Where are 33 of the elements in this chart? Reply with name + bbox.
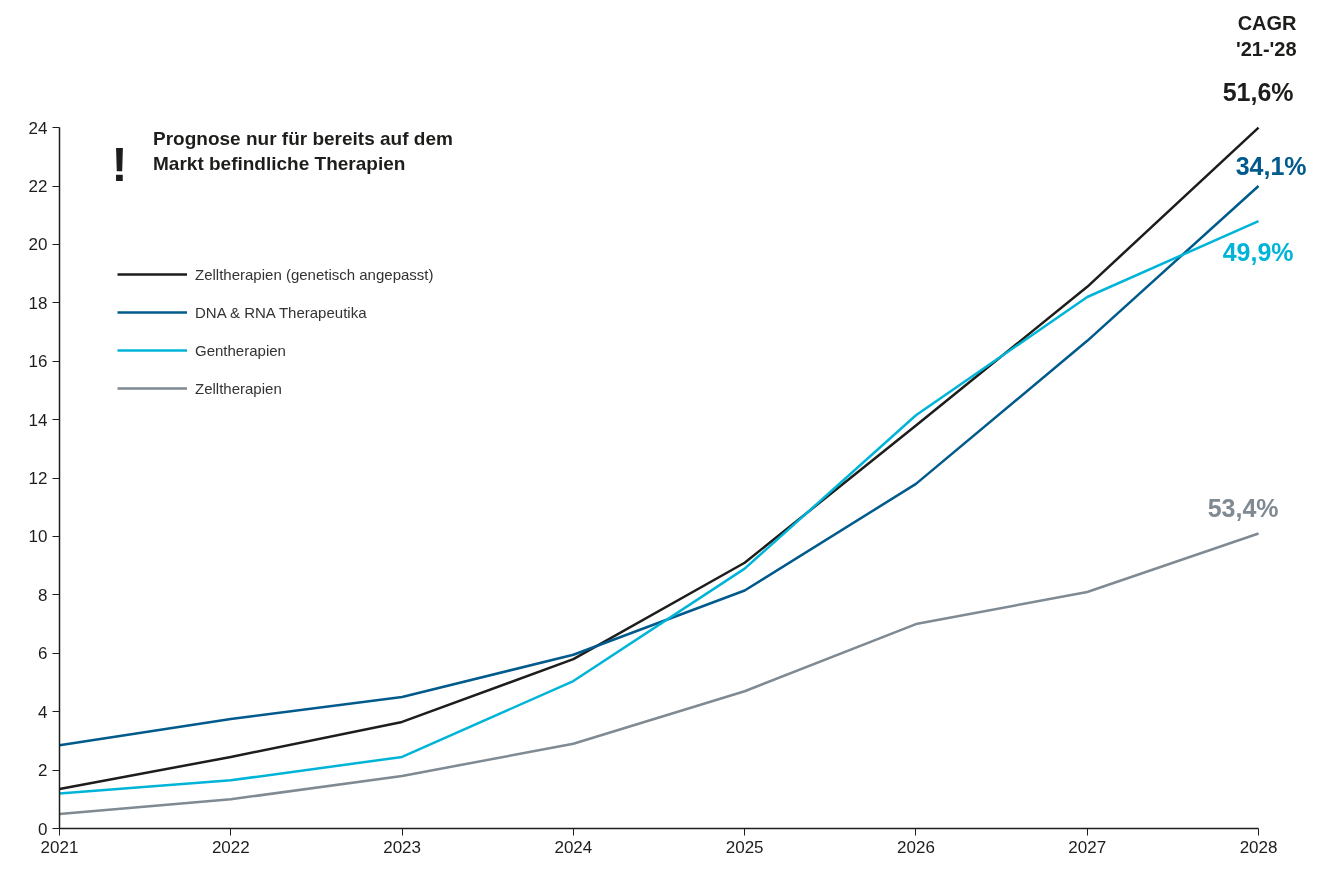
annotation: Prognose nur für bereits auf dem Markt befindliche Therapien <box>153 127 453 174</box>
y-tick-label: 22 <box>28 177 48 197</box>
y-tick-label: 18 <box>28 293 48 313</box>
y-tick-label: 20 <box>28 235 48 255</box>
annotation: ! <box>111 138 128 192</box>
x-tick-label: 2025 <box>725 837 764 857</box>
y-tick-label: 12 <box>28 469 48 489</box>
x-tick-label: 2022 <box>211 837 250 857</box>
x-tick-label: 2027 <box>1068 837 1107 857</box>
x-tick-label: 2023 <box>383 837 421 857</box>
line-series <box>59 532 1260 816</box>
x-tick-label: 2024 <box>554 837 593 857</box>
legend-label: Zelltherapien <box>195 379 282 397</box>
y-tick-label: 0 <box>38 819 48 839</box>
legend-label: Zelltherapien (genetisch angepasst) <box>195 265 434 283</box>
text: 51,6% <box>1222 77 1294 106</box>
y-tick-label: 10 <box>28 527 48 547</box>
y-tick-label: 6 <box>38 644 48 664</box>
x-tick-label: 2026 <box>897 837 935 857</box>
text: CAGR '21-'28 <box>1235 12 1298 60</box>
y-tick-label: 14 <box>28 410 48 430</box>
legend-label: DNA & RNA Therapeutika <box>195 303 367 321</box>
annotation: 49,9% <box>1222 238 1294 267</box>
y-tick-label: 2 <box>38 761 48 781</box>
y-tick-label: 24 <box>28 118 48 138</box>
annotation: 53,4% <box>1207 493 1279 522</box>
annotation: 34,1% <box>1235 152 1307 181</box>
y-tick-label: 4 <box>38 702 48 722</box>
y-tick-label: 8 <box>38 585 48 605</box>
legend-label: Gentherapien <box>195 341 286 359</box>
y-tick-label: 16 <box>28 352 48 372</box>
x-tick-label: 2028 <box>1239 837 1278 857</box>
x-tick-label: 2021 <box>40 837 79 857</box>
